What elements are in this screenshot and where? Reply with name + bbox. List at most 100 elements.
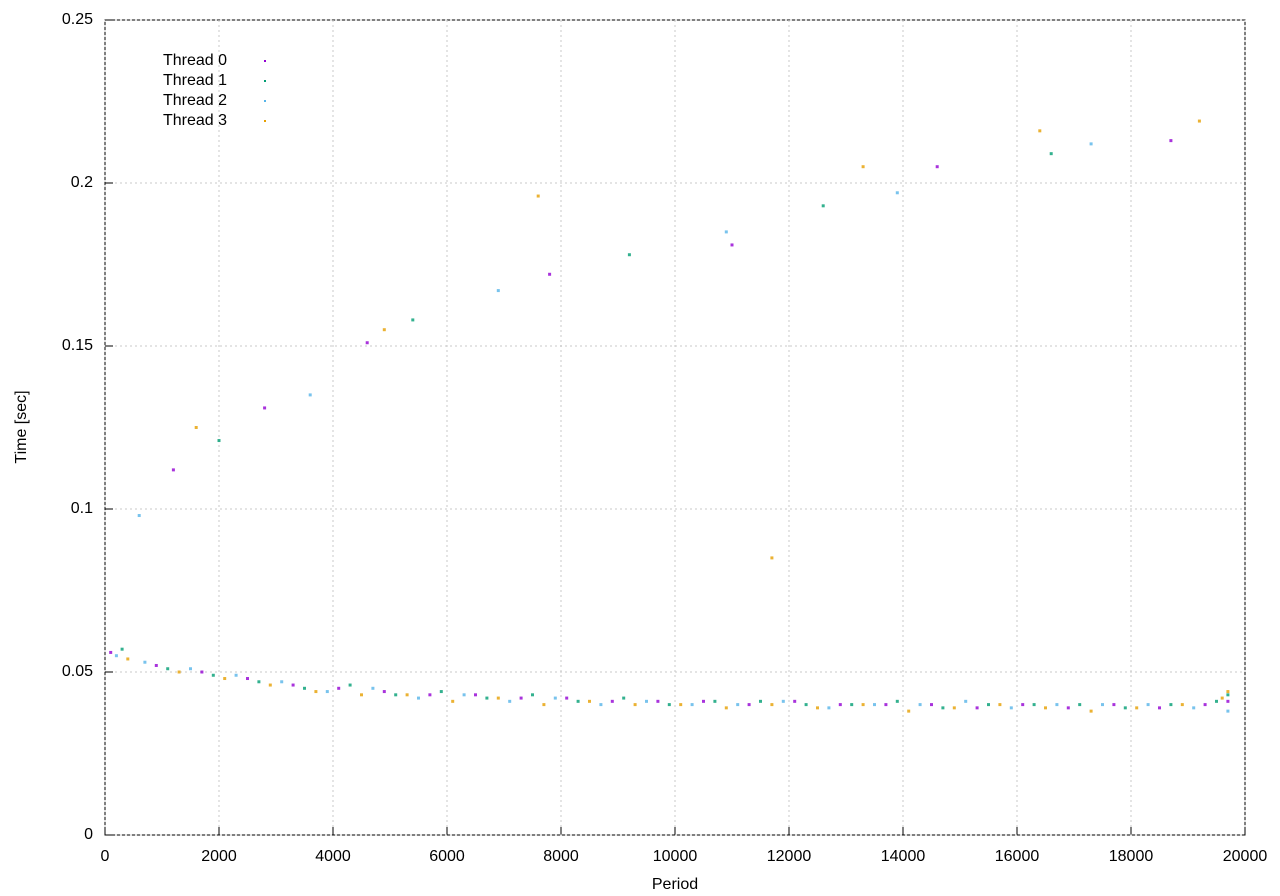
point	[485, 696, 489, 700]
point	[941, 706, 945, 710]
point	[1146, 703, 1150, 707]
point	[382, 328, 386, 332]
plot-frame	[104, 19, 1246, 836]
point	[1089, 709, 1093, 713]
x-tick-label: 12000	[767, 848, 812, 865]
point	[177, 670, 181, 674]
point	[143, 660, 147, 664]
point	[770, 703, 774, 707]
point	[724, 230, 728, 234]
point	[1089, 142, 1093, 146]
point	[804, 703, 808, 707]
x-tick-label: 8000	[543, 848, 579, 865]
point	[291, 683, 295, 687]
point	[474, 693, 477, 697]
point	[816, 706, 819, 710]
point	[724, 706, 728, 710]
legend-label: Thread 1	[163, 72, 227, 89]
point	[588, 699, 591, 703]
point	[405, 693, 409, 697]
x-tick-label: 0	[101, 848, 110, 865]
point	[987, 703, 990, 707]
point	[1169, 703, 1173, 707]
x-tick-label: 10000	[653, 848, 698, 865]
point	[610, 699, 614, 703]
x-tick-label: 4000	[315, 848, 351, 865]
point	[861, 703, 865, 707]
point	[325, 690, 329, 694]
point	[1123, 706, 1127, 710]
point	[519, 696, 523, 700]
point	[1169, 139, 1173, 143]
y-tick-label: 0	[84, 826, 93, 843]
point	[633, 703, 637, 707]
point	[257, 680, 261, 684]
point	[1032, 703, 1036, 707]
point	[759, 699, 762, 703]
point	[747, 703, 751, 707]
point	[770, 556, 774, 560]
point	[730, 243, 734, 247]
point	[884, 703, 888, 707]
point	[1226, 709, 1230, 713]
point	[1101, 703, 1104, 707]
legend-marker	[264, 80, 266, 82]
point	[964, 699, 968, 703]
point	[536, 194, 540, 198]
point	[189, 667, 192, 671]
point	[496, 289, 500, 293]
point	[627, 253, 631, 257]
point	[280, 680, 284, 684]
point	[679, 703, 683, 707]
point	[1220, 696, 1224, 700]
point	[303, 686, 306, 690]
point	[542, 703, 546, 707]
point	[114, 654, 118, 658]
point	[667, 703, 671, 707]
point	[462, 693, 466, 697]
point	[348, 683, 352, 687]
point	[713, 699, 717, 703]
point	[1135, 706, 1139, 710]
point	[895, 699, 899, 703]
point	[1192, 706, 1196, 710]
point	[1203, 703, 1207, 707]
point	[1226, 690, 1230, 694]
point	[793, 699, 797, 703]
point	[394, 693, 398, 697]
point	[576, 699, 580, 703]
point	[382, 690, 386, 694]
point	[952, 706, 956, 710]
point	[1021, 703, 1025, 707]
x-axis-label: Period	[652, 876, 698, 893]
legend-marker	[264, 120, 266, 122]
point	[656, 699, 660, 703]
point	[246, 677, 249, 681]
point	[194, 426, 198, 429]
point	[553, 696, 557, 700]
point	[1112, 703, 1116, 707]
point	[736, 703, 740, 707]
point	[439, 690, 443, 694]
point	[268, 683, 272, 687]
point	[1226, 693, 1230, 697]
legend-label: Thread 0	[163, 52, 227, 69]
point	[223, 677, 227, 681]
point	[1044, 706, 1047, 710]
point	[827, 706, 831, 710]
point	[337, 686, 341, 690]
point	[171, 468, 175, 472]
point	[1038, 129, 1042, 133]
point	[417, 696, 420, 700]
legend-label: Thread 3	[163, 112, 227, 129]
point	[360, 693, 363, 697]
point	[1180, 703, 1184, 707]
point	[838, 703, 842, 707]
point	[565, 696, 569, 700]
point	[1215, 699, 1218, 703]
x-tick-label: 2000	[201, 848, 237, 865]
x-tick-label: 18000	[1109, 848, 1154, 865]
point	[781, 699, 785, 703]
point	[935, 165, 939, 169]
